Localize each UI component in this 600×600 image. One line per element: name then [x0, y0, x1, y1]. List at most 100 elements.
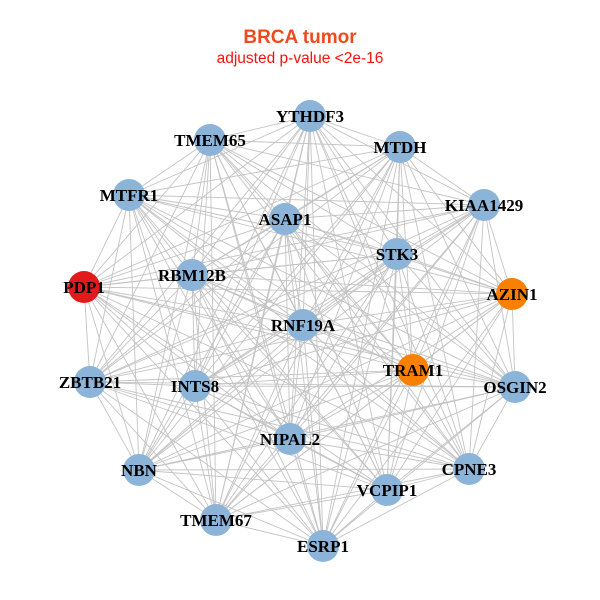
- node-TRAM1: [397, 354, 429, 386]
- node-label-ASAP1: ASAP1: [259, 210, 312, 229]
- network-edge: [215, 253, 398, 521]
- network-edge: [89, 381, 291, 440]
- network-edge: [396, 204, 485, 255]
- network-edge: [128, 146, 401, 196]
- network-edge: [302, 253, 398, 326]
- network-edge: [399, 146, 470, 470]
- network-edge: [386, 293, 513, 491]
- network-edge: [128, 194, 217, 521]
- node-label-AZIN1: AZIN1: [486, 285, 537, 304]
- node-CPNE3: [453, 453, 485, 485]
- network-edge: [191, 204, 485, 276]
- node-label-INTS8: INTS8: [171, 377, 219, 396]
- network-edge: [89, 253, 398, 383]
- network-edge: [83, 286, 196, 387]
- network-edge: [83, 146, 401, 288]
- node-label-YTHDF3: YTHDF3: [276, 107, 344, 126]
- network-edge: [302, 324, 324, 547]
- node-label-KIAA1429: KIAA1429: [445, 196, 523, 215]
- node-label-ZBTB21: ZBTB21: [59, 373, 121, 392]
- network-edge: [322, 369, 414, 547]
- node-NIPAL2: [274, 423, 306, 455]
- network-edge: [128, 194, 485, 206]
- network-edge: [128, 194, 324, 547]
- node-label-RNF19A: RNF19A: [271, 316, 336, 335]
- node-label-VCPIP1: VCPIP1: [357, 481, 417, 500]
- network-edge: [215, 386, 516, 521]
- network-edge: [194, 324, 304, 387]
- network-edge: [322, 468, 470, 547]
- network-edge: [128, 194, 196, 387]
- network-edge: [191, 218, 286, 276]
- network-edge: [284, 218, 304, 326]
- network-edge: [89, 381, 324, 547]
- network-edge: [138, 139, 211, 471]
- network-edge: [284, 218, 470, 470]
- node-AZIN1: [496, 278, 528, 310]
- network-edge: [209, 115, 311, 141]
- node-OSGIN2: [499, 371, 531, 403]
- network-edge: [412, 204, 485, 371]
- network-edge: [83, 286, 291, 440]
- network-edge: [138, 115, 311, 471]
- network-edge: [209, 139, 401, 148]
- network-edge: [302, 324, 470, 470]
- network-edge: [89, 381, 470, 470]
- network-edge: [83, 274, 193, 288]
- network-edge: [191, 274, 470, 470]
- network-edge: [89, 324, 304, 383]
- network-edge: [128, 115, 311, 196]
- network-edge: [322, 293, 513, 547]
- node-label-OSGIN2: OSGIN2: [483, 378, 546, 397]
- network-edge: [83, 286, 140, 471]
- network-edge: [89, 194, 130, 383]
- network-edge: [191, 274, 196, 387]
- network-edge: [83, 286, 513, 295]
- network-edge: [209, 139, 217, 521]
- network-edge: [83, 286, 304, 326]
- node-label-PDP1: PDP1: [63, 278, 105, 297]
- node-label-CPNE3: CPNE3: [442, 460, 497, 479]
- network-edge: [191, 274, 291, 440]
- network-edge: [191, 274, 516, 388]
- network-edge: [284, 218, 516, 388]
- network-edge: [309, 115, 398, 255]
- network-edge: [83, 204, 485, 288]
- network-edge: [289, 438, 470, 470]
- network-edge: [215, 324, 304, 521]
- network-edge: [215, 489, 388, 521]
- node-ZBTB21: [74, 366, 106, 398]
- node-label-TMEM67: TMEM67: [180, 511, 252, 530]
- network-edge: [194, 385, 324, 547]
- node-labels-layer: YTHDF3 TMEM65 MTDH MTFR1 KIAA1429 ASAP1 STK3 RB…: [59, 107, 547, 556]
- network-edge: [138, 293, 513, 471]
- network-edge: [284, 204, 485, 220]
- network-edge: [289, 438, 388, 491]
- network-edge: [138, 386, 516, 471]
- network-edge: [209, 139, 470, 470]
- nodes-layer: [68, 100, 531, 562]
- network-edge: [302, 146, 401, 326]
- network-edge: [128, 139, 211, 196]
- network-edge: [209, 139, 513, 295]
- network-edge: [215, 369, 414, 521]
- node-label-MTDH: MTDH: [374, 138, 427, 157]
- network-edge: [209, 139, 398, 255]
- network-edge: [83, 286, 414, 371]
- network-edge: [191, 274, 388, 491]
- node-VCPIP1: [371, 474, 403, 506]
- network-edge: [191, 139, 211, 276]
- network-edge: [128, 194, 414, 371]
- network-edge: [89, 139, 211, 383]
- network-edge: [399, 146, 485, 206]
- network-edge: [194, 204, 485, 387]
- network-edge: [128, 194, 140, 471]
- network-edge: [138, 469, 388, 491]
- network-edge: [83, 194, 130, 288]
- node-label-TRAM1: TRAM1: [383, 361, 443, 380]
- node-MTDH: [384, 131, 416, 163]
- network-edge: [289, 369, 414, 440]
- node-RNF19A: [287, 309, 319, 341]
- network-edge: [128, 194, 398, 255]
